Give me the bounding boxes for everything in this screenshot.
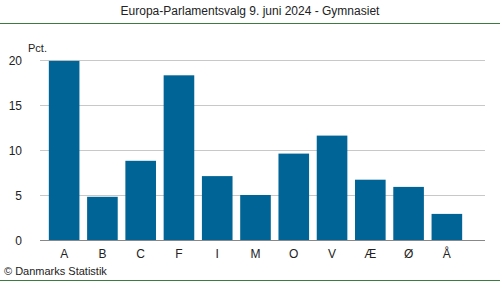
x-tick-label: B	[98, 247, 106, 261]
x-tick-label: A	[60, 247, 68, 261]
x-tick-label: I	[216, 247, 219, 261]
x-tick-label: Å	[443, 246, 451, 261]
x-tick-label: F	[175, 247, 182, 261]
bar	[202, 176, 233, 240]
bar	[393, 187, 424, 240]
x-tick-label: Ø	[404, 247, 413, 261]
source: © Danmarks Statistik	[4, 265, 107, 277]
bar	[125, 161, 156, 240]
grid-line	[40, 60, 485, 61]
chart-container: Europa-Parlamentsvalg 9. juni 2024 - Gym…	[0, 0, 500, 282]
y-tick-label: 15	[9, 99, 23, 113]
grid-line	[40, 105, 485, 106]
bar	[355, 180, 386, 240]
bar	[49, 61, 80, 240]
x-tick-label: V	[328, 247, 336, 261]
bar	[278, 154, 309, 240]
bars	[49, 61, 462, 240]
title: Europa-Parlamentsvalg 9. juni 2024 - Gym…	[121, 4, 380, 18]
x-tick-label: C	[136, 247, 145, 261]
y-tick-label: 0	[15, 234, 22, 248]
x-tick-label: O	[289, 247, 298, 261]
bar	[87, 197, 118, 240]
bar	[317, 136, 348, 240]
y-tick-label: 10	[9, 144, 23, 158]
grid-line	[40, 150, 485, 151]
grid-line	[40, 240, 485, 241]
chart-svg: Europa-Parlamentsvalg 9. juni 2024 - Gym…	[0, 0, 500, 282]
bar	[164, 75, 195, 240]
bottom-rule	[0, 280, 500, 281]
x-tick-label: M	[251, 247, 261, 261]
y-tick-label: 5	[15, 189, 22, 203]
bar	[240, 195, 271, 240]
y-tick-label: 20	[9, 54, 23, 68]
x-tick-label: Æ	[364, 247, 376, 261]
bar	[432, 214, 463, 240]
y-axis-label: Pct.	[28, 42, 47, 54]
top-rule	[0, 23, 500, 24]
